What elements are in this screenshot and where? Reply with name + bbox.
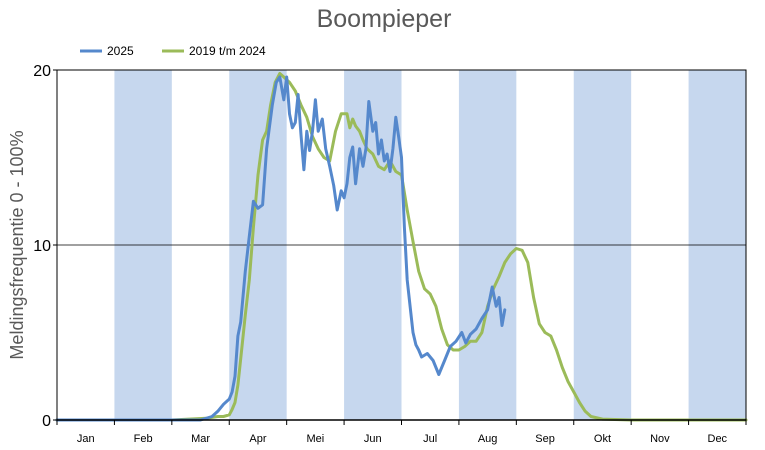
legend: 2025 2019 t/m 2024 <box>80 44 266 58</box>
x-tick-label-feb: Feb <box>134 433 153 445</box>
x-tick-label-mei: Mei <box>307 433 325 445</box>
chart-title: Boompieper <box>317 5 452 33</box>
series-line-2019-2024 <box>55 72 748 422</box>
x-tick-label-nov: Nov <box>650 433 670 445</box>
x-tick-label-jul: Jul <box>423 433 437 445</box>
series-layer <box>55 72 748 422</box>
legend-label: 2025 <box>107 44 134 58</box>
x-tick-label-apr: Apr <box>249 433 266 445</box>
x-tick-label-jan: Jan <box>77 433 95 445</box>
x-tick-label-sep: Sep <box>535 433 555 445</box>
y-tick-label: 10 <box>33 238 51 255</box>
y-axis-label: Meldingsfrequentie 0 - 100% <box>7 130 27 359</box>
x-tick-label-mar: Mar <box>191 433 210 445</box>
y-tick-label: 20 <box>33 63 51 80</box>
x-axis-ticks: Jan Feb Mar Apr Mei Jun Jul Aug Sep Okt Nov Dec <box>56 420 747 445</box>
legend-item-2019-2024: 2019 t/m 2024 <box>162 44 266 58</box>
series-line-2025 <box>55 75 507 422</box>
x-tick-label-dec: Dec <box>708 433 728 445</box>
x-tick-label-okt: Okt <box>594 433 611 445</box>
legend-label: 2019 t/m 2024 <box>189 44 266 58</box>
y-tick-label: 0 <box>42 413 51 430</box>
x-tick-label-jun: Jun <box>364 433 382 445</box>
x-tick-label-aug: Aug <box>478 433 498 445</box>
y-axis-ticks: 0 10 20 <box>33 63 57 430</box>
plot-area <box>55 69 748 422</box>
legend-item-2025: 2025 <box>80 44 134 58</box>
